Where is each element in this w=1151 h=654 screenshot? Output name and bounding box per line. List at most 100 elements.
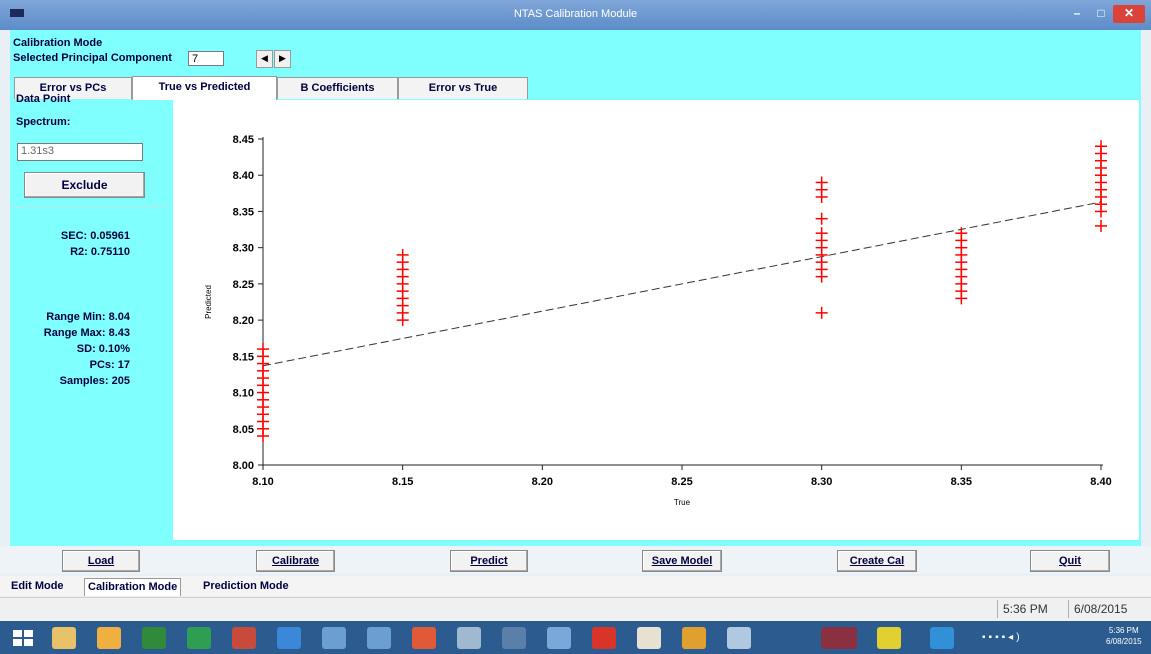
load-button-label: Load (87, 555, 115, 567)
data-point (1095, 219, 1107, 232)
y-tick-label: 8.00 (233, 460, 254, 472)
tab-b-coefficients[interactable]: B Coefficients (277, 77, 398, 99)
app-icon[interactable] (142, 627, 166, 649)
app-icon[interactable] (877, 627, 901, 649)
status-divider (1068, 600, 1069, 618)
taskbar: ▪▪▪▪◂) 5:36 PM 6/08/2015 (0, 621, 1151, 654)
app-icon[interactable] (547, 627, 571, 649)
skype-icon[interactable] (930, 627, 954, 649)
app-icon[interactable] (821, 627, 857, 649)
sd-value: SD: 0.10% (76, 343, 130, 355)
y-tick-label: 8.20 (233, 315, 254, 327)
exclude-button[interactable]: Exclude (24, 172, 145, 198)
app-icon[interactable] (367, 627, 391, 649)
app-icon[interactable] (502, 627, 526, 649)
predict-button[interactable]: Predict (450, 550, 528, 572)
y-tick-label: 8.30 (233, 243, 254, 255)
data-point-panel: Data Point Spectrum: (10, 93, 170, 535)
app-icon[interactable] (637, 627, 661, 649)
minimize-button[interactable]: – (1073, 6, 1081, 20)
mode-heading: Calibration Mode (13, 37, 103, 49)
y-tick-label: 8.10 (233, 388, 254, 400)
create-cal-button-label: Create Cal (849, 555, 905, 567)
window-title: NTAS Calibration Module (513, 8, 638, 20)
panel-divider (10, 206, 168, 207)
r2-value: R2: 0.75110 (70, 246, 130, 258)
app-icon[interactable] (232, 627, 256, 649)
maximize-button[interactable]: □ (1097, 6, 1105, 20)
action-bar: Load Calibrate Predict Save Model Create… (0, 546, 1151, 574)
mode-tabs: Edit Mode Calibration Mode Prediction Mo… (0, 576, 1151, 596)
status-bar: 5:36 PM 6/08/2015 (0, 597, 1151, 621)
app-icon (10, 9, 24, 17)
tray-icons[interactable]: ▪▪▪▪◂) (982, 632, 1023, 643)
data-point (955, 227, 968, 240)
x-tick-label: 8.15 (392, 476, 413, 488)
plot-area[interactable]: 8.00 8.05 8.10 8.15 8.20 8.25 8.30 8.35 8.40 8.45… (173, 100, 1139, 540)
calibrate-button[interactable]: Calibrate (256, 550, 335, 572)
excel-icon[interactable] (187, 627, 211, 649)
taskbar-clock[interactable]: 5:36 PM 6/08/2015 (1106, 625, 1142, 647)
app-icon[interactable] (412, 627, 436, 649)
close-button[interactable]: ✕ (1113, 5, 1145, 23)
y-tick-label: 8.25 (233, 279, 254, 291)
status-divider (997, 600, 998, 618)
pc-next-button[interactable]: ▶ (274, 50, 291, 68)
status-date: 6/08/2015 (1074, 602, 1128, 616)
windows-start-icon[interactable] (13, 630, 33, 646)
tab-edit-mode[interactable]: Edit Mode (11, 580, 64, 592)
scatter-plot[interactable]: 8.00 8.05 8.10 8.15 8.20 8.25 8.30 8.35 8.40 8.45… (173, 100, 1139, 540)
folder-icon[interactable] (97, 627, 121, 649)
create-cal-button[interactable]: Create Cal (837, 550, 917, 572)
x-axis-label: True (674, 498, 691, 507)
clock-time: 5:36 PM (1108, 626, 1139, 635)
y-tick-label: 8.05 (233, 424, 254, 436)
y-axis-label: Predicted (204, 285, 213, 319)
tab-error-vs-pcs[interactable]: Error vs PCs (14, 77, 132, 99)
range-min-value: Range Min: 8.04 (46, 311, 130, 323)
quit-button[interactable]: Quit (1030, 550, 1110, 572)
data-point (257, 343, 269, 356)
app-icon[interactable] (322, 627, 346, 649)
data-point (396, 248, 409, 261)
x-tick-label: 8.35 (951, 476, 972, 488)
acrobat-icon[interactable] (592, 627, 616, 649)
tab-error-vs-true[interactable]: Error vs True (398, 77, 528, 99)
x-tick-label: 8.10 (252, 476, 273, 488)
internet-explorer-icon[interactable] (277, 627, 301, 649)
range-max-value: Range Max: 8.43 (43, 327, 130, 339)
chrome-icon[interactable] (682, 627, 706, 649)
status-time: 5:36 PM (1003, 602, 1048, 616)
data-point (1095, 140, 1107, 153)
y-tick-label: 8.35 (233, 206, 254, 218)
data-point (815, 212, 828, 225)
y-tick-label: 8.15 (233, 351, 254, 363)
pc-input[interactable]: 7 (188, 51, 224, 66)
tab-prediction-mode[interactable]: Prediction Mode (203, 580, 289, 592)
data-point (815, 227, 828, 240)
samples-value: Samples: 205 (59, 375, 130, 387)
save-model-button-label: Save Model (651, 555, 713, 567)
x-tick-label: 8.20 (532, 476, 553, 488)
regression-line (262, 201, 1102, 367)
app-icon[interactable] (727, 627, 751, 649)
app-icon[interactable] (457, 627, 481, 649)
spectrum-label: Spectrum: (16, 116, 71, 128)
data-point-label: Data Point (16, 93, 71, 105)
save-model-button[interactable]: Save Model (642, 550, 722, 572)
quit-button-label: Quit (1059, 555, 1081, 567)
x-tick-label: 8.25 (671, 476, 692, 488)
y-tick-label: 8.40 (233, 170, 254, 182)
pcs-value: PCs: 17 (89, 359, 130, 371)
predict-button-label: Predict (470, 555, 508, 567)
clock-date: 6/08/2015 (1106, 637, 1142, 646)
x-tick-label: 8.40 (1090, 476, 1111, 488)
pc-prev-button[interactable]: ◀ (256, 50, 273, 68)
x-tick-label: 8.30 (811, 476, 832, 488)
file-explorer-icon[interactable] (52, 627, 76, 649)
title-bar: NTAS Calibration Module – □ ✕ (0, 0, 1151, 30)
spectrum-field[interactable]: 1.31s3 (17, 143, 143, 161)
load-button[interactable]: Load (62, 550, 140, 572)
tab-calibration-mode[interactable]: Calibration Mode (84, 578, 182, 596)
tab-true-vs-predicted[interactable]: True vs Predicted (132, 76, 277, 100)
